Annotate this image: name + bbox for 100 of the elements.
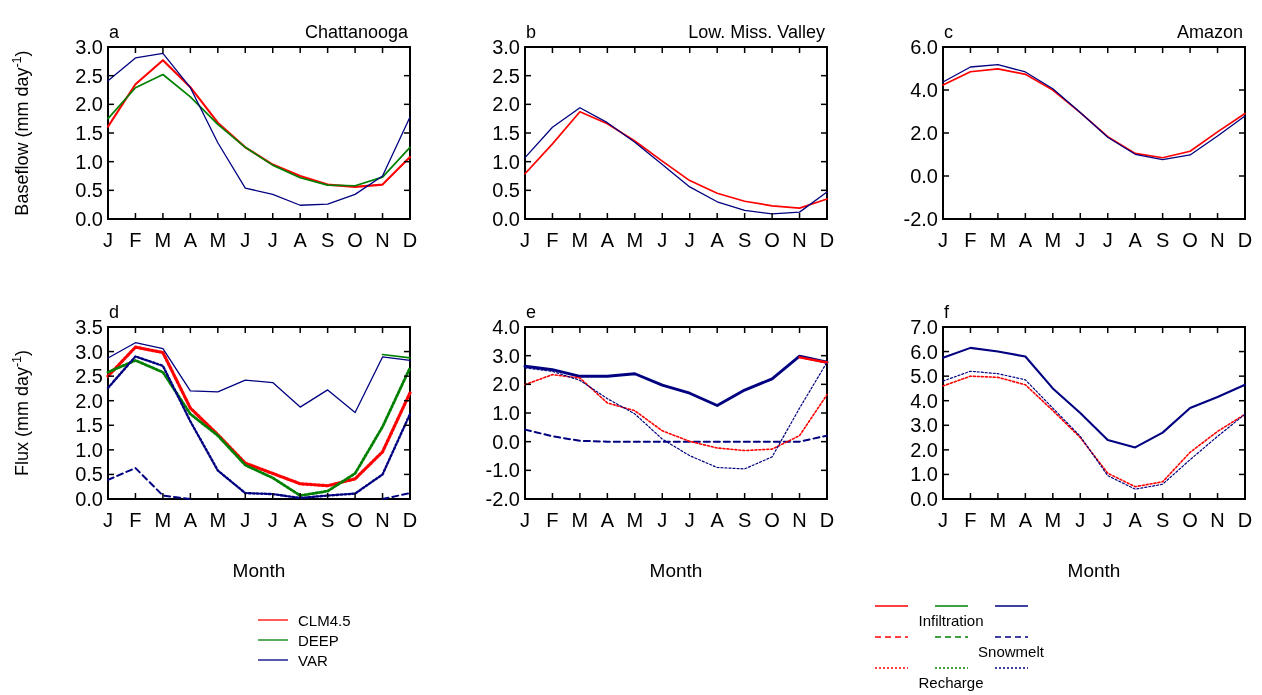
x-tick-label: M [1044, 229, 1062, 251]
x-tick-label: A [1018, 509, 1033, 531]
y-tick-label: 3.0 [492, 344, 520, 367]
x-tick-label: A [1018, 229, 1033, 251]
x-tick-label: J [938, 229, 948, 251]
y-tick-label: 2.0 [492, 93, 520, 116]
x-tick-label: J [240, 229, 251, 251]
x-tick-label: S [737, 509, 752, 531]
x-tick-label: S [1155, 509, 1170, 531]
x-tick-label: M [154, 229, 172, 251]
y-tick-label: 1.0 [75, 150, 103, 173]
y-tick-label: 2.0 [492, 373, 520, 396]
y-tick-label: 1.5 [75, 122, 103, 144]
y-tick-label: 7.0 [910, 316, 938, 338]
x-tick-label: J [938, 509, 948, 531]
y-tick-label: 4.0 [910, 79, 938, 101]
y-tick-label: 0.0 [75, 488, 103, 510]
x-tick-label: O [1182, 229, 1198, 251]
y-tick-label: 0.0 [910, 488, 938, 510]
x-tick-label: F [129, 509, 142, 531]
x-tick-label: A [710, 509, 725, 531]
y-tick-label: 0.0 [492, 430, 520, 453]
y-tick-label: 1.0 [492, 150, 520, 173]
x-tick-label: A [293, 509, 308, 531]
x-tick-label: A [293, 229, 308, 251]
legend-label: Snowmelt [978, 643, 1045, 660]
x-tick-label: A [1128, 229, 1143, 251]
x-axis-title: Month [1067, 560, 1121, 581]
y-tick-label: 3.5 [75, 316, 103, 338]
y-tick-label: 0.0 [75, 208, 103, 230]
line-series [941, 346, 1247, 449]
x-tick-label: N [375, 229, 390, 251]
x-tick-label: A [1128, 509, 1143, 531]
text: c [944, 22, 953, 42]
text: f [944, 302, 950, 322]
chart-title: Low. Miss. Valley [688, 22, 825, 42]
y-tick-label: 2.0 [910, 438, 938, 461]
x-tick-label: M [209, 229, 227, 251]
x-tick-label: O [764, 229, 780, 251]
x-tick-label: J [684, 229, 695, 251]
chart-title: Amazon [1176, 22, 1243, 42]
y-tick-label: 3.0 [910, 414, 938, 437]
x-tick-label: M [571, 229, 589, 251]
y-tick-label: -2.0 [903, 208, 938, 230]
y-tick-label: 4.0 [492, 316, 520, 338]
x-tick-label: D [819, 229, 835, 251]
y-tick-label: 2.0 [910, 122, 938, 144]
legend-label: VAR [298, 652, 328, 669]
line-series [107, 52, 411, 206]
text: e [526, 302, 537, 322]
x-tick-label: D [1237, 229, 1253, 251]
x-tick-label: F [964, 229, 977, 251]
x-tick-label: M [209, 509, 227, 531]
x-tick-label: A [600, 229, 615, 251]
x-tick-label: M [989, 229, 1007, 251]
x-tick-label: N [375, 509, 390, 531]
y-tick-label: 3.0 [75, 36, 103, 58]
x-axis-title: Month [232, 560, 286, 581]
x-tick-label: D [402, 509, 418, 531]
x-tick-label: O [347, 229, 363, 251]
x-tick-label: N [1210, 229, 1225, 251]
x-tick-label: S [320, 229, 335, 251]
x-tick-label: A [183, 229, 198, 251]
x-tick-label: M [571, 509, 589, 531]
x-tick-label: A [183, 509, 198, 531]
x-tick-label: J [103, 229, 113, 251]
x-tick-label: J [1102, 509, 1113, 531]
x-tick-label: J [520, 509, 530, 531]
x-tick-label: J [1075, 509, 1086, 531]
y-tick-label: -1.0 [485, 459, 520, 482]
x-tick-label: J [657, 509, 668, 531]
y-tick-label: 1.0 [910, 463, 938, 486]
y-tick-label: 2.0 [75, 93, 103, 116]
x-tick-label: O [1182, 509, 1198, 531]
y-tick-label: 2.0 [75, 389, 103, 412]
y-tick-label: 1.0 [75, 438, 103, 461]
x-tick-label: F [546, 509, 559, 531]
x-tick-label: J [240, 509, 251, 531]
x-tick-label: F [546, 229, 559, 251]
x-tick-label: S [737, 229, 752, 251]
x-tick-label: S [320, 509, 335, 531]
x-tick-label: N [1210, 509, 1225, 531]
y-tick-label: 0.5 [75, 179, 103, 202]
x-tick-label: J [1102, 229, 1113, 251]
y-tick-label: 1.5 [75, 414, 103, 437]
x-tick-label: M [626, 509, 644, 531]
x-tick-label: N [792, 229, 807, 251]
x-tick-label: O [347, 509, 363, 531]
x-tick-label: J [657, 229, 668, 251]
y-tick-label: 2.5 [75, 64, 103, 87]
x-tick-label: J [520, 229, 530, 251]
y-tick-label: 6.0 [910, 340, 938, 363]
x-tick-label: D [819, 509, 835, 531]
x-tick-label: S [1155, 229, 1170, 251]
legend-label: DEEP [298, 632, 339, 649]
y-tick-label: 6.0 [910, 36, 938, 58]
y-tick-label: 1.5 [492, 122, 520, 144]
y-tick-label: 1.0 [492, 402, 520, 424]
x-tick-label: N [792, 509, 807, 531]
y-tick-label: 0.0 [910, 165, 938, 187]
